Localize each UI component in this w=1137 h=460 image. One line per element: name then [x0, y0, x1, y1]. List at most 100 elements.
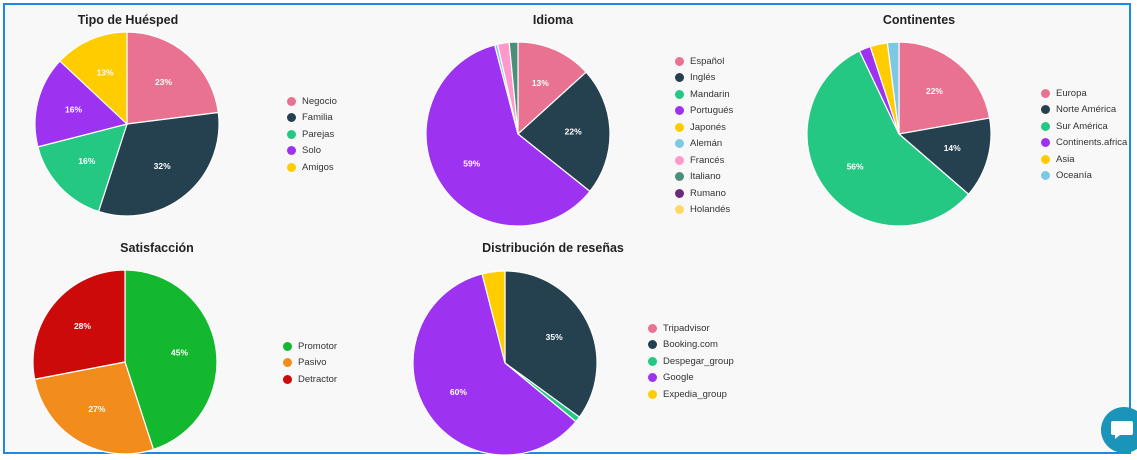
- slice-label-negocio: 23%: [155, 77, 172, 87]
- legend-swatch: [675, 188, 684, 198]
- legend-item-asia[interactable]: Asia: [1041, 151, 1127, 168]
- pie-slice-negocio[interactable]: [126, 31, 219, 125]
- legend-item-aleman[interactable]: Alemán: [675, 136, 733, 153]
- legend-item-espanol[interactable]: Español: [675, 53, 733, 70]
- legend-item-ingles[interactable]: Inglés: [675, 70, 733, 87]
- pie-slice-sur-america[interactable]: [806, 50, 970, 227]
- legend-item-continents-africa[interactable]: Continents.africa: [1041, 135, 1127, 152]
- legend-label: Oceanía: [1056, 170, 1092, 182]
- legend: Español Inglés Mandarin Portugués Japonés Ale…: [675, 53, 733, 218]
- legend-item-solo[interactable]: Solo: [287, 143, 337, 160]
- legend-label: Japonés: [690, 121, 726, 133]
- legend-swatch: [675, 172, 684, 182]
- legend-label: Francés: [690, 154, 725, 166]
- legend-item-despegar-group[interactable]: Despegar_group: [648, 353, 734, 370]
- pie-slice-pasivo[interactable]: [33, 361, 155, 455]
- legend-label: Inglés: [690, 72, 716, 84]
- legend-label: Solo: [302, 145, 322, 157]
- legend-swatch: [1041, 121, 1050, 131]
- pie-chart-satisfaccion: 45% 27% 28%: [32, 269, 218, 455]
- legend: Tripadvisor Booking.com Despegar_group Goog…: [648, 320, 734, 403]
- pie-chart-distribucion-resenas: 35% 60%: [412, 270, 598, 456]
- legend-label: Portugués: [690, 105, 734, 117]
- legend-swatch: [287, 162, 296, 172]
- pie-slice-oceania[interactable]: [886, 41, 900, 135]
- chart-title: Idioma: [532, 13, 574, 27]
- legend-item-detractor[interactable]: Detractor: [283, 371, 337, 388]
- chart-panel-tipo-huesped: Tipo de Huésped 23% 32% 16% 16% 13% Negocio F…: [28, 10, 368, 235]
- legend-item-japones[interactable]: Japonés: [675, 119, 733, 136]
- legend-label: Rumano: [690, 187, 726, 199]
- legend-swatch: [283, 374, 292, 384]
- legend-item-frances[interactable]: Francés: [675, 152, 733, 169]
- legend-item-expedia-group[interactable]: Expedia_group: [648, 386, 734, 403]
- legend-item-italiano[interactable]: Italiano: [675, 169, 733, 186]
- legend-item-portugues[interactable]: Portugués: [675, 103, 733, 120]
- legend-item-amigos[interactable]: Amigos: [287, 159, 337, 176]
- pie-slice-expedia-group[interactable]: [481, 270, 506, 364]
- slice-label-europa: 22%: [926, 86, 943, 96]
- chat-button[interactable]: [1101, 407, 1137, 453]
- legend-item-booking-com[interactable]: Booking.com: [648, 337, 734, 354]
- legend-swatch: [1041, 88, 1050, 98]
- legend-item-mandarin[interactable]: Mandarin: [675, 86, 733, 103]
- chat-bubble-icon: [1111, 421, 1133, 439]
- legend-swatch: [675, 89, 684, 99]
- legend-item-oceania[interactable]: Oceanía: [1041, 168, 1127, 185]
- legend-item-sur-america[interactable]: Sur América: [1041, 118, 1127, 135]
- chart-title: Distribución de reseñas: [482, 241, 624, 255]
- pie-slice-google[interactable]: [412, 273, 577, 456]
- chart-panel-satisfaccion: Satisfacción 45% 27% 28% Promotor Pasivo Det…: [28, 238, 368, 458]
- legend-label: Detractor: [298, 373, 338, 385]
- legend-swatch: [283, 358, 292, 368]
- legend-swatch: [1041, 138, 1050, 148]
- pie-slice-europa[interactable]: [898, 41, 991, 135]
- legend-swatch: [675, 205, 684, 215]
- slice-label-parejas: 16%: [78, 156, 95, 166]
- pie-slice-promotor[interactable]: [124, 269, 218, 451]
- legend-item-tripadvisor[interactable]: Tripadvisor: [648, 320, 734, 337]
- pie-slice-booking-com[interactable]: [504, 270, 598, 418]
- legend-item-europa[interactable]: Europa: [1041, 85, 1127, 102]
- pie-slice-ingles[interactable]: [517, 71, 611, 193]
- legend-item-parejas[interactable]: Parejas: [287, 126, 337, 143]
- pie-slice-solo[interactable]: [34, 60, 129, 148]
- legend-swatch: [675, 56, 684, 66]
- legend-label: Negocio: [302, 95, 337, 107]
- legend-swatch: [675, 106, 684, 116]
- legend-label: Español: [690, 55, 725, 67]
- slice-label-pasivo: 27%: [88, 404, 105, 414]
- legend-label: Familia: [302, 112, 333, 124]
- legend-swatch: [648, 340, 657, 350]
- legend-item-pasivo[interactable]: Pasivo: [283, 355, 337, 372]
- pie-slice-detractor[interactable]: [32, 269, 126, 380]
- pie-slice-norte-america[interactable]: [897, 117, 992, 196]
- legend-item-rumano[interactable]: Rumano: [675, 185, 733, 202]
- legend-swatch: [648, 323, 657, 333]
- legend-swatch: [287, 129, 296, 139]
- legend-item-familia[interactable]: Familia: [287, 110, 337, 127]
- legend-item-promotor[interactable]: Promotor: [283, 338, 337, 355]
- slice-label-sur-america: 56%: [847, 162, 864, 172]
- legend: Promotor Pasivo Detractor: [283, 338, 337, 388]
- pie-slice-amigos[interactable]: [59, 31, 128, 126]
- slice-label-promotor: 45%: [171, 348, 188, 358]
- pie-slice-familia[interactable]: [97, 111, 220, 217]
- legend-item-google[interactable]: Google: [648, 370, 734, 387]
- pie-chart-idioma: 13% 22% 59%: [425, 41, 611, 227]
- slice-label-solo: 16%: [65, 105, 82, 115]
- pie-slice-parejas[interactable]: [37, 123, 128, 213]
- legend-swatch: [287, 96, 296, 106]
- legend-swatch: [675, 73, 684, 83]
- legend-label: Google: [663, 372, 694, 384]
- pie-slice-portugues[interactable]: [425, 44, 591, 227]
- legend-label: Despegar_group: [663, 355, 734, 367]
- legend-swatch: [675, 122, 684, 132]
- legend: Negocio Familia Parejas Solo Amigos: [287, 93, 337, 176]
- legend-label: Holandés: [690, 204, 731, 216]
- legend-item-norte-america[interactable]: Norte América: [1041, 102, 1127, 119]
- pie-slice-italiano[interactable]: [508, 41, 519, 135]
- legend-item-holandes[interactable]: Holandés: [675, 202, 733, 219]
- legend-item-negocio[interactable]: Negocio: [287, 93, 337, 110]
- pie-slice-espanol[interactable]: [517, 41, 587, 136]
